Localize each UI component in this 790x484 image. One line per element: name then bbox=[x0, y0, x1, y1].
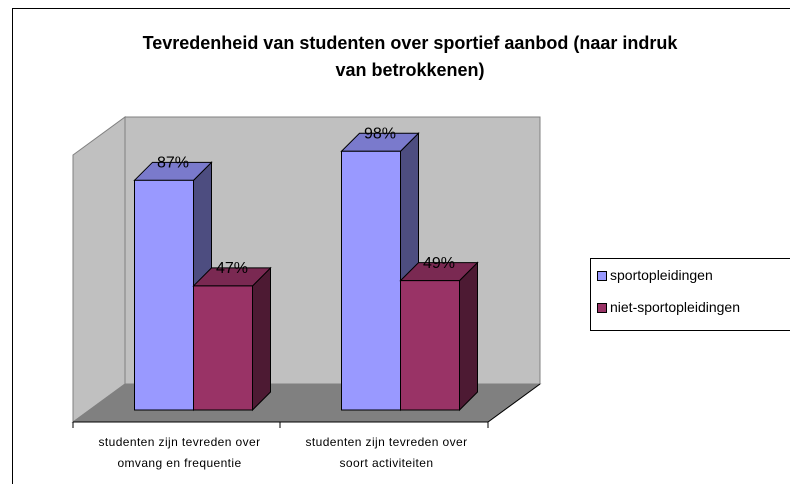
data-label: 87% bbox=[157, 155, 189, 172]
legend-swatch bbox=[597, 303, 607, 313]
x-tick-label: studenten zijn tevreden over soort activ… bbox=[305, 435, 468, 470]
bar-side bbox=[459, 261, 478, 412]
legend bbox=[590, 258, 790, 331]
bar bbox=[341, 150, 401, 411]
chart-border bbox=[12, 8, 790, 484]
side-wall bbox=[72, 116, 126, 423]
bar bbox=[134, 179, 194, 411]
bar bbox=[400, 280, 460, 411]
floor-edge bbox=[487, 383, 541, 423]
bar bbox=[193, 285, 253, 411]
bar-side bbox=[252, 266, 271, 412]
data-label: 98% bbox=[364, 125, 396, 142]
data-label: 47% bbox=[216, 260, 248, 277]
legend-label: niet-sportopleidingen bbox=[610, 299, 740, 315]
legend-label: sportopleidingen bbox=[610, 267, 713, 283]
legend-swatch bbox=[597, 271, 607, 281]
chart-title: Tevredenheid van studenten over sportief… bbox=[142, 33, 678, 80]
data-label: 49% bbox=[423, 255, 455, 272]
x-tick-label: studenten zijn tevreden over omvang en f… bbox=[98, 435, 261, 470]
